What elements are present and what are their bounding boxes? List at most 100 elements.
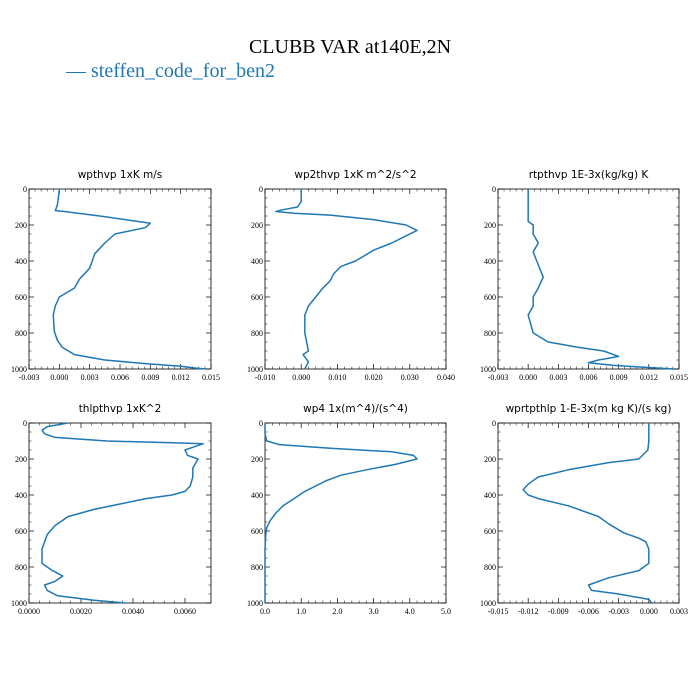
panel-title: wprtpthlp 1-E-3x(m kg K)/(s kg) [506, 403, 672, 415]
panel-title: rtpthvp 1E-3x(kg/kg) K [529, 169, 650, 181]
x-tick-label: 0.040 [437, 373, 455, 382]
y-tick-label: 400 [484, 491, 496, 500]
x-tick-label: -0.010 [255, 373, 276, 382]
x-tick-label: 3.0 [369, 607, 379, 616]
y-tick-label: 200 [484, 455, 496, 464]
y-tick-label: 400 [251, 257, 263, 266]
page-title: CLUBB VAR at140E,2N [248, 36, 452, 58]
series-line [41, 422, 204, 604]
x-tick-label: 0.010 [328, 373, 346, 382]
y-tick-label: 1000 [11, 365, 27, 374]
x-tick-label: 0.0 [260, 607, 270, 616]
y-tick-label: 600 [251, 293, 263, 302]
y-tick-label: 200 [251, 221, 263, 230]
panel-title: wp4 1x(m^4)/(s^4) [303, 403, 408, 415]
y-tick-label: 1000 [480, 365, 496, 374]
x-tick-label: 0.0020 [70, 607, 92, 616]
y-tick-label: 600 [251, 527, 263, 536]
x-tick-label: 0.003 [81, 373, 99, 382]
x-tick-label: -0.003 [488, 373, 509, 382]
x-tick-label: 0.003 [549, 373, 567, 382]
x-tick-label: -0.015 [488, 607, 509, 616]
plot-frame [497, 188, 680, 370]
series-line [527, 189, 675, 370]
x-tick-label: 0.015 [670, 373, 688, 382]
y-tick-label: 1000 [11, 599, 27, 608]
y-tick-label: 600 [484, 293, 496, 302]
chart-panel-1: wpthvp 1xK m/s -0.003 0.000 0.003 0.006 0.009… [11, 169, 220, 382]
x-tick-label: 2.0 [332, 607, 342, 616]
x-tick-label: 4.0 [405, 607, 415, 616]
x-tick-label: -0.003 [19, 373, 40, 382]
x-tick-label: 0.012 [172, 373, 190, 382]
x-tick-label: 0.000 [50, 373, 68, 382]
y-tick-label: 200 [484, 221, 496, 230]
legend-entry: — steffen_code_for_ben2 [66, 60, 275, 83]
x-tick-label: -0.012 [518, 607, 539, 616]
y-tick-label: 400 [251, 491, 263, 500]
y-tick-label: 0 [259, 185, 263, 194]
x-tick-label: -0.009 [548, 607, 569, 616]
y-tick-label: 600 [15, 527, 27, 536]
chart-panel-5: wp4 1x(m^4)/(s^4) 0.0 1.0 2.0 3.0 4.0 5.0 0 200 4… [247, 403, 451, 616]
panel-title: thlpthvp 1xK^2 [79, 403, 162, 415]
y-tick-label: 0 [23, 185, 27, 194]
x-tick-label: 0.0040 [122, 607, 144, 616]
y-tick-label: 1000 [247, 365, 263, 374]
x-tick-label: 0.003 [670, 607, 688, 616]
y-tick-label: 1000 [480, 599, 496, 608]
x-tick-label: 0.006 [111, 373, 129, 382]
chart-panel-3: rtpthvp 1E-3x(kg/kg) K -0.003 0.000 0.003 0.… [480, 169, 688, 382]
x-tick-label: 0.006 [580, 373, 598, 382]
x-tick-label: 0.000 [292, 373, 310, 382]
x-tick-label: 0.009 [141, 373, 159, 382]
plot-frame [28, 188, 212, 370]
y-tick-label: 800 [251, 329, 263, 338]
plot-frame [28, 422, 212, 604]
y-tick-label: 200 [251, 455, 263, 464]
panel-title: wpthvp 1xK m/s [78, 169, 163, 181]
x-tick-label: 0.0060 [174, 607, 196, 616]
y-tick-label: 0 [23, 419, 27, 428]
y-tick-label: 400 [15, 257, 27, 266]
y-tick-label: 800 [15, 329, 27, 338]
y-tick-label: 400 [15, 491, 27, 500]
x-tick-label: -0.003 [608, 607, 629, 616]
plot-frame [264, 188, 447, 370]
y-tick-label: 800 [484, 563, 496, 572]
y-tick-label: 0 [492, 185, 496, 194]
x-tick-label: 5.0 [441, 607, 451, 616]
y-tick-label: 200 [15, 455, 27, 464]
legend-line-swatch: — [66, 60, 91, 82]
x-tick-label: 0.020 [365, 373, 383, 382]
legend-label: steffen_code_for_ben2 [91, 60, 276, 82]
y-tick-label: 800 [251, 563, 263, 572]
x-tick-label: -0.006 [578, 607, 599, 616]
series-line [52, 188, 207, 370]
y-tick-label: 800 [484, 329, 496, 338]
series-line [264, 423, 418, 603]
x-tick-label: 1.0 [296, 607, 306, 616]
series-line [522, 423, 653, 604]
y-tick-label: 200 [15, 221, 27, 230]
x-tick-label: 0.012 [640, 373, 658, 382]
chart-panel-6: wprtpthlp 1-E-3x(m kg K)/(s kg) -0.015 -0.… [480, 403, 688, 616]
chart-panel-4: thlpthvp 1xK^2 0.0000 0.0020 0.0040 0.0060 0 2… [11, 403, 212, 616]
y-tick-label: 400 [484, 257, 496, 266]
x-tick-label: 0.030 [401, 373, 419, 382]
y-tick-label: 0 [259, 419, 263, 428]
x-tick-label: 0.009 [610, 373, 628, 382]
series-line [275, 189, 418, 370]
y-tick-label: 1000 [247, 599, 263, 608]
y-tick-label: 0 [492, 419, 496, 428]
y-tick-label: 600 [484, 527, 496, 536]
panel-title: wp2thvp 1xK m^2/s^2 [294, 169, 416, 181]
x-tick-label: 0.0000 [18, 607, 40, 616]
chart-panel-2: wp2thvp 1xK m^2/s^2 -0.010 0.000 0.010 0.020… [247, 169, 455, 382]
x-tick-label: 0.000 [519, 373, 537, 382]
x-tick-label: 0.015 [202, 373, 220, 382]
x-tick-label: 0.000 [640, 607, 658, 616]
y-tick-label: 600 [15, 293, 27, 302]
y-tick-label: 800 [15, 563, 27, 572]
